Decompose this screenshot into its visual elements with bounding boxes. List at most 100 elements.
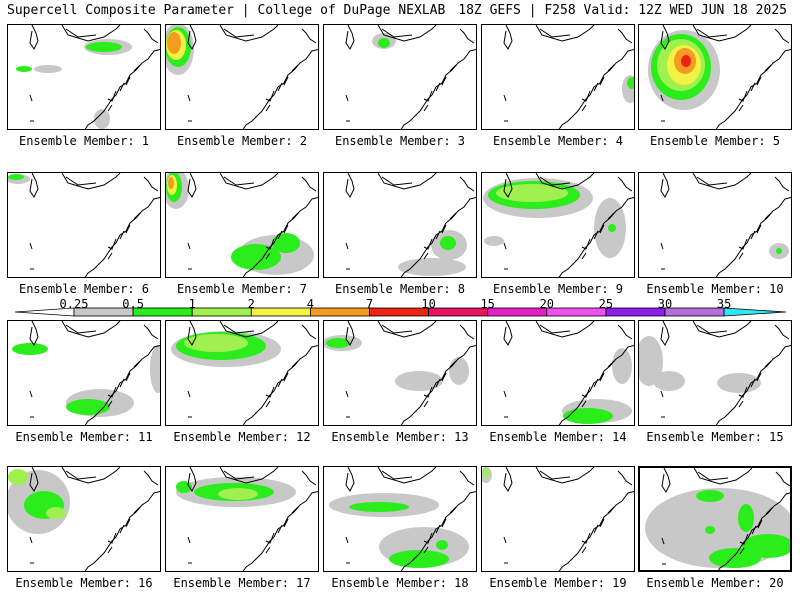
- ensemble-member-panel[interactable]: [481, 24, 635, 130]
- ensemble-member-label: Ensemble Member: 5: [649, 134, 781, 148]
- coastline: [143, 470, 159, 486]
- ensemble-member-panel[interactable]: [481, 320, 635, 426]
- coastline: [187, 321, 279, 346]
- scp-contour-area: [563, 408, 613, 424]
- scp-contour-area: [449, 357, 469, 385]
- ensemble-member-label: Ensemble Member: 10: [646, 282, 784, 296]
- ensemble-member-panel[interactable]: [7, 172, 161, 278]
- coastline: [503, 173, 595, 198]
- colorbar-tick-label: 2: [247, 297, 255, 311]
- ensemble-member-panel[interactable]: [481, 466, 635, 572]
- coastline: [660, 321, 752, 346]
- ensemble-member-label: Ensemble Member: 2: [176, 134, 308, 148]
- ensemble-member-panel[interactable]: [638, 320, 792, 426]
- coastline: [345, 536, 350, 564]
- coastline: [738, 64, 772, 112]
- scp-field-map: [171, 321, 318, 425]
- scp-contour-area: [66, 399, 110, 415]
- scp-contour-area: [681, 55, 691, 67]
- scp-field-map: [8, 467, 160, 571]
- colorbar-tick-label: 1: [188, 297, 196, 311]
- colorbar-segment: [250, 307, 311, 317]
- coastline: [660, 242, 665, 270]
- ensemble-member-label: Ensemble Member: 1: [18, 134, 150, 148]
- coastline: [503, 467, 595, 492]
- scp-contour-area: [395, 371, 443, 391]
- scp-contour-area: [8, 469, 28, 485]
- coastline: [660, 94, 665, 122]
- colorbar-tick-label: 10: [421, 297, 436, 311]
- ensemble-member-panel[interactable]: [165, 466, 319, 572]
- scp-field-map: [16, 25, 160, 129]
- coastline: [187, 536, 192, 564]
- ensemble-member-panel[interactable]: [638, 466, 792, 572]
- coastline: [718, 492, 790, 570]
- ensemble-member-label: Ensemble Member: 17: [173, 576, 311, 590]
- coastline: [660, 390, 665, 418]
- coastline: [242, 196, 318, 277]
- scp-contour-area: [627, 77, 634, 89]
- ensemble-member-panel[interactable]: [323, 24, 477, 130]
- coastline: [400, 344, 476, 425]
- coastline: [558, 490, 634, 571]
- ensemble-member-panel[interactable]: [323, 466, 477, 572]
- coastline: [187, 390, 192, 418]
- coastline: [29, 173, 121, 198]
- ensemble-member-panel[interactable]: [7, 466, 161, 572]
- ensemble-member-label: Ensemble Member: 11: [15, 430, 153, 444]
- map-title: Supercell Composite Parameter | College …: [7, 3, 446, 18]
- coastline: [617, 470, 633, 486]
- scp-field-map: [503, 25, 634, 129]
- coastline: [187, 242, 192, 270]
- coastline: [29, 536, 34, 564]
- ensemble-member-panel[interactable]: [323, 320, 477, 426]
- ensemble-member-panel[interactable]: [7, 320, 161, 426]
- coastline: [400, 48, 476, 129]
- coastline: [107, 212, 141, 260]
- ensemble-member-panel[interactable]: [638, 24, 792, 130]
- scp-field-map: [482, 467, 634, 571]
- scp-field-map: [639, 321, 791, 425]
- scp-contour-area: [168, 177, 174, 189]
- coastline: [84, 490, 160, 571]
- coastline: [775, 471, 790, 487]
- ensemble-member-panel[interactable]: [481, 172, 635, 278]
- scp-contour-area: [150, 345, 160, 393]
- ensemble-member-panel[interactable]: [638, 172, 792, 278]
- coastline: [345, 173, 437, 198]
- colorbar-tick-label: 0.25: [59, 297, 89, 311]
- coastline: [581, 506, 615, 554]
- scp-field-map: [645, 468, 790, 570]
- coastline: [265, 506, 299, 554]
- ensemble-member-label: Ensemble Member: 14: [489, 430, 627, 444]
- colorbar-segment: [605, 307, 666, 317]
- coastline: [738, 360, 772, 408]
- run-info: 18Z GEFS | F258 Valid: 12Z WED JUN 18 20…: [458, 3, 787, 18]
- scp-contour-area: [167, 32, 181, 54]
- scp-contour-area: [639, 336, 663, 386]
- coastline: [423, 360, 457, 408]
- scp-contour-area: [608, 224, 616, 232]
- ensemble-member-panel[interactable]: [7, 24, 161, 130]
- coastline: [581, 212, 615, 260]
- ensemble-member-panel[interactable]: [165, 172, 319, 278]
- colorbar-segment: [309, 307, 370, 317]
- coastline: [459, 324, 475, 340]
- scp-contour-area: [8, 174, 24, 180]
- ensemble-member-panel[interactable]: [165, 24, 319, 130]
- coastline: [29, 321, 121, 346]
- scp-field-map: [12, 321, 160, 425]
- ensemble-member-panel[interactable]: [323, 172, 477, 278]
- colorbar-tick-label: 0.5: [122, 297, 144, 311]
- coastline: [84, 344, 160, 425]
- coastline: [503, 390, 508, 418]
- scp-contour-area: [184, 334, 248, 352]
- colorbar-tick-label: 15: [480, 297, 495, 311]
- coastline: [265, 360, 299, 408]
- scp-contour-area: [34, 65, 62, 73]
- coastline: [29, 25, 121, 50]
- ensemble-member-panel[interactable]: [165, 320, 319, 426]
- coastline: [503, 321, 595, 346]
- colorbar-tick-label: 20: [539, 297, 555, 311]
- scp-contour-area: [349, 502, 409, 512]
